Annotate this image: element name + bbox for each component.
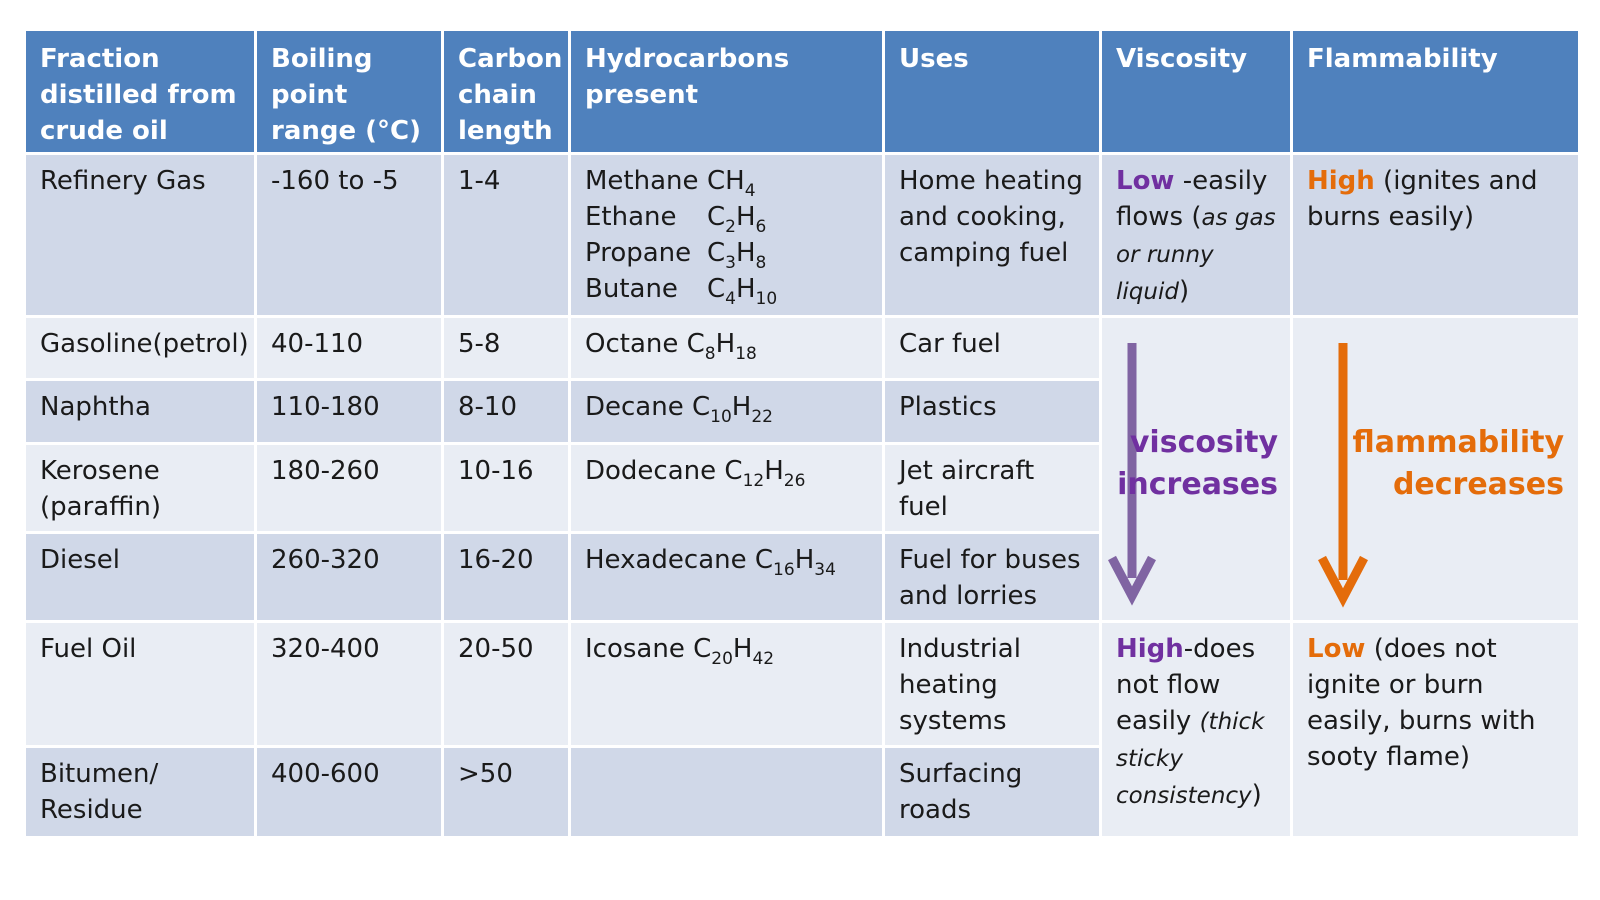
table-row-fraction: Diesel — [26, 534, 257, 623]
hydrocarbon-formula: C16H34 — [754, 545, 836, 580]
table-row-uses: Car fuel — [885, 318, 1102, 381]
table-row-carbon: 20-50 — [444, 623, 571, 748]
hydrocarbon-entry: Ethane C2H6 — [585, 199, 868, 237]
hydrocarbon-entry: Dodecane C12H26 — [585, 453, 868, 491]
table-row-boiling: 40-110 — [257, 318, 444, 381]
viscosity-high-text: -does not flow easily — [1116, 634, 1256, 736]
hydrocarbon-entry: Hexadecane C16H34 — [585, 542, 868, 580]
header-viscosity: Viscosity — [1102, 31, 1293, 155]
flammability-low-cell: Low (does not ignite or burn easily, bur… — [1293, 623, 1578, 839]
table-row-boiling: 320-400 — [257, 623, 444, 748]
table-row-hydrocarbons: Octane C8H18 — [571, 318, 885, 381]
table-row-fraction: Refinery Gas — [26, 155, 257, 318]
table-row-boiling: 110-180 — [257, 381, 444, 445]
table-row-carbon: >50 — [444, 748, 571, 839]
hydrocarbon-formula: C8H18 — [686, 329, 757, 364]
table-row-fraction: Bitumen/ Residue — [26, 748, 257, 839]
table-row-hydrocarbons — [571, 748, 885, 839]
header-hydrocarbons: Hydrocarbons present — [571, 31, 885, 155]
hydrocarbon-name: Decane — [585, 392, 684, 422]
table-row-uses: Jet aircraft fuel — [885, 445, 1102, 534]
hydrocarbon-formula: C20H42 — [693, 634, 775, 669]
header-fraction: Fraction distilled from crude oil — [26, 31, 257, 155]
flammability-arrow-cell: flammability decreases — [1293, 318, 1578, 623]
table-row-boiling: 260-320 — [257, 534, 444, 623]
flammability-high-text: (ignites and burns easily) — [1307, 166, 1538, 232]
table-row-carbon: 10-16 — [444, 445, 571, 534]
hydrocarbon-formula: C3H8 — [707, 238, 767, 273]
header-boiling-point: Boiling point range (°C) — [257, 31, 444, 155]
viscosity-low-cell: Low -easily flows (as gas or runny liqui… — [1102, 155, 1293, 318]
table-row-hydrocarbons: Methane CH4 Ethane C2H6 Propane C3H8 Butane C4H… — [571, 155, 885, 318]
hydrocarbon-formula: C4H10 — [707, 274, 778, 309]
table-row-uses: Plastics — [885, 381, 1102, 445]
table-row-carbon: 5-8 — [444, 318, 571, 381]
viscosity-low-close: ) — [1178, 276, 1190, 306]
header-flammability: Flammability — [1293, 31, 1578, 155]
hydrocarbon-name: Propane — [585, 238, 692, 268]
table-row-boiling: 180-260 — [257, 445, 444, 534]
header-carbon-chain: Carbon chain length — [444, 31, 571, 155]
table-row-uses: Surfacing roads — [885, 748, 1102, 839]
hydrocarbon-entry: Octane C8H18 — [585, 326, 868, 364]
hydrocarbon-entry: Icosane C20H42 — [585, 631, 868, 669]
viscosity-down-arrow-icon — [1108, 343, 1156, 606]
hydrocarbon-formula: C2H6 — [707, 202, 767, 237]
viscosity-low-keyword: Low — [1116, 166, 1175, 196]
hydrocarbon-name: Dodecane — [585, 456, 717, 486]
viscosity-low-italic: as gas or runny liquid — [1116, 205, 1276, 305]
hydrocarbon-name: Hexadecane — [585, 545, 747, 575]
table-row-carbon: 16-20 — [444, 534, 571, 623]
hydrocarbon-name: Octane — [585, 329, 679, 359]
hydrocarbon-formula: C12H26 — [724, 456, 806, 491]
fractional-distillation-table: Fraction distilled from crude oil Boilin… — [26, 31, 1578, 855]
hydrocarbon-entry: Butane C4H10 — [585, 271, 868, 309]
hydrocarbon-formula: CH4 — [707, 166, 756, 201]
hydrocarbon-name: Ethane — [585, 202, 677, 232]
table-row-uses: Home heating and cooking, camping fuel — [885, 155, 1102, 318]
table-row-fraction: Gasoline(petrol) — [26, 318, 257, 381]
flammability-high-keyword: High — [1307, 166, 1375, 196]
hydrocarbon-name: Methane — [585, 166, 699, 196]
table-row-carbon: 1-4 — [444, 155, 571, 318]
table-row-hydrocarbons: Dodecane C12H26 — [571, 445, 885, 534]
table-row-carbon: 8-10 — [444, 381, 571, 445]
viscosity-low-text: -easily flows ( — [1116, 166, 1268, 232]
viscosity-arrow-label-2: increases — [1117, 467, 1278, 502]
header-uses: Uses — [885, 31, 1102, 155]
flammability-high-cell: High (ignites and burns easily) — [1293, 155, 1578, 318]
viscosity-arrow-cell: viscosity increases — [1102, 318, 1293, 623]
hydrocarbon-formula: C10H22 — [691, 392, 773, 427]
viscosity-high-cell: High-does not flow easily (thick sticky … — [1102, 623, 1293, 839]
flammability-low-text: (does not ignite or burn easily, burns w… — [1307, 634, 1536, 772]
table-row-hydrocarbons: Decane C10H22 — [571, 381, 885, 445]
viscosity-high-keyword: High — [1116, 634, 1184, 664]
hydrocarbon-name: Butane — [585, 274, 678, 304]
table-row-fraction: Fuel Oil — [26, 623, 257, 748]
table-row-fraction: Naphtha — [26, 381, 257, 445]
flammability-low-keyword: Low — [1307, 634, 1366, 664]
hydrocarbon-entry: Decane C10H22 — [585, 389, 868, 427]
flammability-arrow-label-1: flammability — [1352, 425, 1564, 460]
hydrocarbon-entry: Propane C3H8 — [585, 235, 868, 273]
viscosity-high-close: ) — [1251, 780, 1262, 810]
table-row-hydrocarbons: Hexadecane C16H34 — [571, 534, 885, 623]
table-row-uses: Industrial heating systems — [885, 623, 1102, 748]
table-row-boiling: -160 to -5 — [257, 155, 444, 318]
flammability-arrow-label-2: decreases — [1392, 467, 1564, 502]
viscosity-arrow-label-1: viscosity — [1129, 425, 1278, 460]
flammability-down-arrow-icon — [1318, 343, 1368, 608]
table-row-fraction: Kerosene (paraffin) — [26, 445, 257, 534]
viscosity-high-italic: (thick sticky consistency — [1116, 709, 1265, 809]
table-row-uses: Fuel for buses and lorries — [885, 534, 1102, 623]
table-row-hydrocarbons: Icosane C20H42 — [571, 623, 885, 748]
table-row-boiling: 400-600 — [257, 748, 444, 839]
hydrocarbon-name: Icosane — [585, 634, 685, 664]
hydrocarbon-entry: Methane CH4 — [585, 163, 868, 201]
